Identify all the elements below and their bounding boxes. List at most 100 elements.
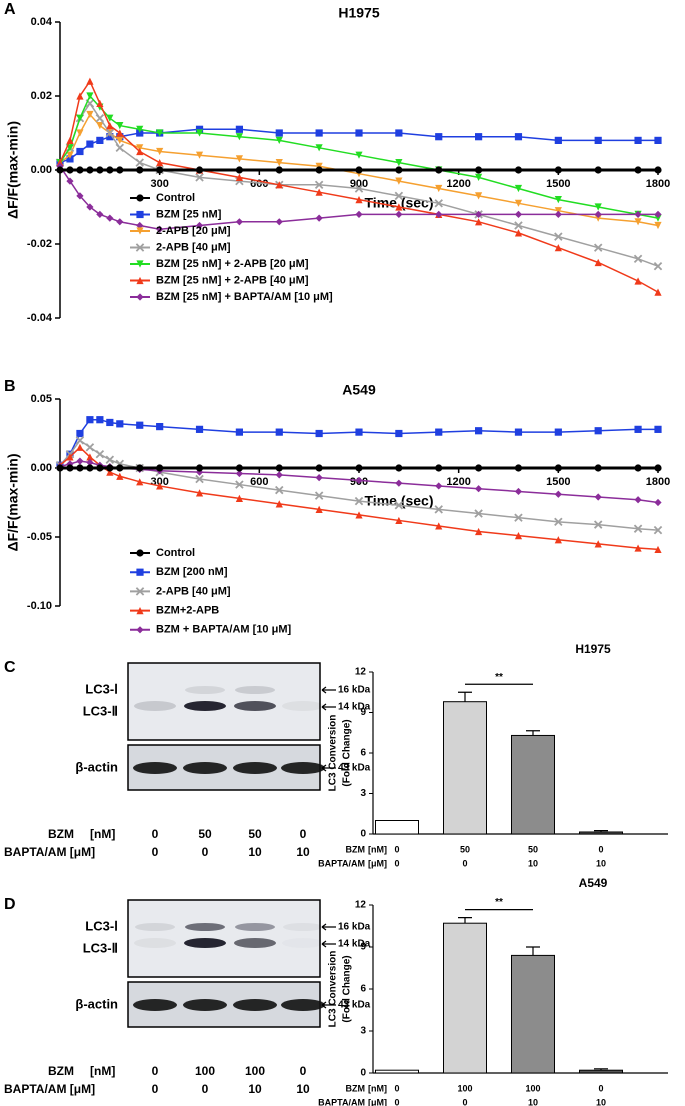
condition-name: BZM — [48, 1064, 74, 1078]
category-label: 0 — [394, 844, 399, 854]
data-point — [434, 505, 443, 514]
data-point — [235, 218, 243, 226]
data-point — [514, 487, 523, 496]
data-point — [634, 544, 642, 552]
data-point — [315, 474, 323, 482]
data-point — [594, 540, 602, 548]
data-point — [275, 136, 283, 144]
data-point — [634, 425, 642, 433]
y-tick-label: -0.02 — [27, 238, 52, 250]
category-label: 100 — [525, 1083, 540, 1093]
data-point — [654, 545, 662, 554]
error-bar — [526, 730, 540, 736]
y-tick-label: 0.04 — [31, 16, 53, 28]
series-line — [59, 94, 659, 219]
data-point — [235, 133, 243, 141]
category-level-name: BAPTA/AM — [318, 1097, 365, 1106]
marker-label: 16 kDa — [338, 922, 371, 933]
data-point — [76, 92, 84, 100]
data-point — [66, 460, 74, 468]
legend-marker — [136, 194, 144, 202]
data-point — [86, 92, 94, 100]
error-bar — [594, 830, 608, 832]
data-point — [195, 474, 204, 484]
band-label: β-actin — [75, 996, 118, 1011]
data-point — [86, 416, 94, 424]
condition-value: 0 — [152, 827, 159, 841]
panel-label: D — [4, 896, 16, 913]
data-point — [275, 129, 283, 137]
data-point — [475, 427, 483, 435]
data-point — [554, 232, 563, 241]
data-point — [136, 478, 144, 486]
data-point — [136, 421, 144, 429]
data-point — [96, 416, 104, 424]
data-point — [86, 140, 94, 148]
data-point — [315, 214, 323, 222]
category-level-name: BZM — [346, 1083, 366, 1093]
data-point — [355, 511, 363, 519]
data-point — [654, 498, 662, 507]
data-point — [315, 129, 323, 137]
data-point — [156, 147, 164, 156]
marker-arrow — [321, 764, 336, 772]
marker-label: 43 kDa — [338, 1000, 371, 1011]
band — [233, 762, 277, 774]
error-bar — [458, 691, 472, 702]
data-point — [654, 221, 662, 230]
data-point — [395, 516, 403, 525]
data-point — [474, 509, 483, 518]
data-point — [514, 221, 523, 230]
legend-label: BZM [25 nM] + 2-APB [20 μM] — [156, 258, 309, 270]
data-point — [315, 144, 323, 152]
data-point — [275, 218, 283, 226]
panel-label: A — [4, 1, 16, 18]
category-label: 0 — [394, 1083, 399, 1093]
x-tick-label: 900 — [350, 178, 368, 190]
data-point — [394, 191, 404, 201]
data-point — [514, 513, 523, 522]
data-point — [554, 490, 562, 498]
condition-value: 10 — [248, 1082, 262, 1096]
condition-unit: [nM] — [90, 827, 115, 841]
legend-marker — [135, 243, 145, 252]
series-line — [59, 165, 658, 230]
data-point — [514, 210, 523, 218]
series-line — [59, 460, 659, 504]
data-point — [235, 155, 243, 163]
data-point — [434, 199, 443, 208]
legend-marker — [136, 607, 144, 615]
data-point — [514, 229, 523, 237]
category-label: 0 — [598, 844, 603, 854]
legend-label: BZM+2-APB — [156, 605, 219, 617]
data-point — [395, 159, 403, 167]
band — [283, 923, 323, 931]
y-tick-label: 0 — [360, 829, 366, 840]
data-point — [475, 192, 483, 200]
data-point — [355, 129, 363, 137]
data-point — [634, 277, 642, 285]
data-point — [475, 210, 483, 218]
data-point — [275, 428, 283, 436]
data-point — [435, 133, 443, 141]
category-label: 0 — [394, 1097, 399, 1106]
data-point — [195, 151, 204, 159]
x-tick-label: 600 — [250, 476, 268, 488]
data-point — [56, 159, 64, 167]
data-point — [354, 184, 364, 193]
data-point — [116, 133, 124, 141]
y-tick-label: -0.05 — [27, 531, 52, 543]
data-point — [195, 125, 204, 133]
error-bar — [594, 1068, 608, 1071]
condition-name: BAPTA/AM [μM] — [4, 1082, 95, 1096]
data-point — [593, 520, 603, 529]
data-point — [195, 221, 204, 230]
data-point — [594, 427, 602, 435]
data-point — [554, 207, 562, 215]
y-tick-label: -0.04 — [27, 312, 53, 324]
data-point — [633, 254, 643, 264]
condition-value: 0 — [152, 845, 159, 859]
data-point — [66, 155, 74, 163]
category-label: 0 — [394, 858, 399, 868]
